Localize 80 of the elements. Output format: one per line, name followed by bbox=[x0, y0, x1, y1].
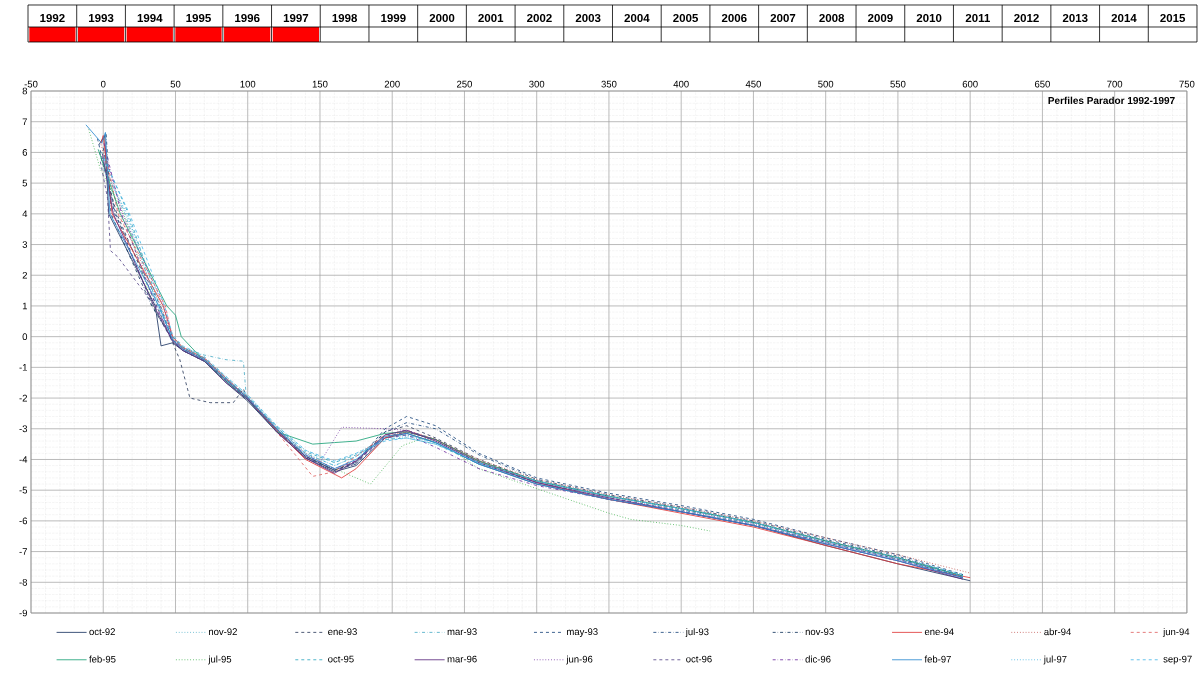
x-tick-label: 2006 bbox=[721, 13, 747, 23]
y-tick-label: -8 bbox=[19, 578, 28, 586]
y-tick-label: -1 bbox=[19, 364, 27, 371]
x-tick-label: 50 bbox=[170, 80, 181, 88]
x-tick-label: 450 bbox=[745, 80, 761, 88]
legend-label: ene-93 bbox=[328, 628, 357, 636]
y-tick-label: 8 bbox=[22, 87, 28, 95]
x-tick-label: 2002 bbox=[527, 13, 552, 23]
y-tick-label: 4 bbox=[22, 210, 28, 218]
legend-label: may-93 bbox=[567, 628, 598, 637]
x-tick-label: 700 bbox=[1107, 80, 1123, 88]
x-tick-label: 400 bbox=[673, 80, 689, 88]
legend-label: mar-96 bbox=[447, 655, 477, 663]
x-tick-label: 2009 bbox=[867, 13, 893, 23]
x-tick-label: 2004 bbox=[624, 13, 650, 23]
legend-label: oct-95 bbox=[328, 655, 354, 663]
x-tick-label: 100 bbox=[240, 80, 256, 88]
x-tick-label: 1992 bbox=[40, 13, 65, 23]
x-tick-label: 2007 bbox=[770, 13, 796, 23]
x-tick-label: 150 bbox=[312, 80, 328, 88]
y-tick-label: -2 bbox=[19, 394, 27, 402]
x-tick-label: 1999 bbox=[381, 13, 406, 23]
legend-label: jun-94 bbox=[1162, 628, 1190, 638]
y-tick-label: 7 bbox=[22, 118, 27, 125]
x-tick-label: 750 bbox=[1179, 80, 1195, 88]
y-tick-label: -3 bbox=[19, 425, 28, 433]
legend-label: abr-94 bbox=[1044, 628, 1071, 636]
legend-label: mar-93 bbox=[447, 628, 477, 636]
x-tick-label: 1993 bbox=[88, 13, 114, 23]
x-tick-label: 2014 bbox=[1111, 13, 1137, 23]
x-tick-label: 2010 bbox=[916, 13, 942, 23]
x-tick-label: 1996 bbox=[235, 13, 260, 23]
y-tick-label: 0 bbox=[22, 333, 28, 341]
x-tick-label: 1998 bbox=[332, 13, 358, 23]
x-tick-label: 1995 bbox=[186, 13, 211, 23]
x-tick-label: -50 bbox=[24, 80, 38, 88]
x-tick-label: 2012 bbox=[1014, 13, 1039, 23]
y-tick-label: -7 bbox=[19, 548, 27, 555]
x-tick-label: 200 bbox=[384, 80, 400, 88]
legend-label: dic-96 bbox=[805, 655, 831, 663]
x-tick-label: 600 bbox=[962, 80, 978, 88]
x-tick-label: 2013 bbox=[1062, 13, 1088, 23]
legend-label: jun-96 bbox=[566, 655, 593, 665]
legend-label: jul-93 bbox=[685, 628, 709, 638]
legend-label: oct-92 bbox=[89, 628, 115, 636]
legend-label: feb-97 bbox=[924, 655, 951, 663]
y-tick-label: 6 bbox=[22, 149, 28, 156]
y-tick-label: 3 bbox=[22, 241, 28, 248]
legend-label: nov-93 bbox=[805, 628, 834, 636]
x-tick-label: 2015 bbox=[1160, 13, 1186, 23]
legend-label: feb-95 bbox=[89, 655, 116, 663]
legend-label: nov-92 bbox=[208, 628, 237, 636]
y-tick-label: 5 bbox=[22, 179, 28, 187]
x-tick-label: 300 bbox=[529, 80, 545, 88]
x-tick-label: 2011 bbox=[965, 13, 990, 23]
x-tick-label: 1994 bbox=[137, 13, 163, 23]
x-tick-label: 500 bbox=[818, 80, 834, 88]
x-tick-label: 250 bbox=[457, 80, 473, 88]
x-tick-label: 2000 bbox=[429, 13, 455, 23]
y-tick-label: 2 bbox=[22, 271, 27, 279]
x-tick-label: 2001 bbox=[478, 13, 504, 23]
legend-label: jul-95 bbox=[208, 655, 232, 665]
x-tick-label: 2005 bbox=[673, 13, 699, 23]
legend-label: ene-94 bbox=[924, 628, 954, 636]
y-tick-label: -9 bbox=[19, 609, 28, 617]
x-tick-label: 1997 bbox=[283, 13, 309, 23]
x-tick-label: 2003 bbox=[575, 13, 601, 23]
chart-title: Perfiles Parador 1992-1997 bbox=[1048, 96, 1175, 105]
y-tick-label: -5 bbox=[19, 486, 28, 494]
legend-label: oct-96 bbox=[686, 655, 712, 663]
y-tick-label: -6 bbox=[19, 517, 28, 525]
x-tick-label: 0 bbox=[100, 80, 106, 88]
y-tick-label: 1 bbox=[22, 302, 27, 310]
x-tick-label: 350 bbox=[601, 80, 617, 88]
x-tick-label: 2008 bbox=[819, 13, 845, 23]
x-tick-label: 650 bbox=[1034, 80, 1050, 88]
y-tick-label: -4 bbox=[19, 456, 28, 463]
legend-label: sep-97 bbox=[1163, 655, 1192, 665]
x-tick-label: 550 bbox=[890, 80, 906, 88]
legend-label: jul-97 bbox=[1043, 655, 1067, 665]
